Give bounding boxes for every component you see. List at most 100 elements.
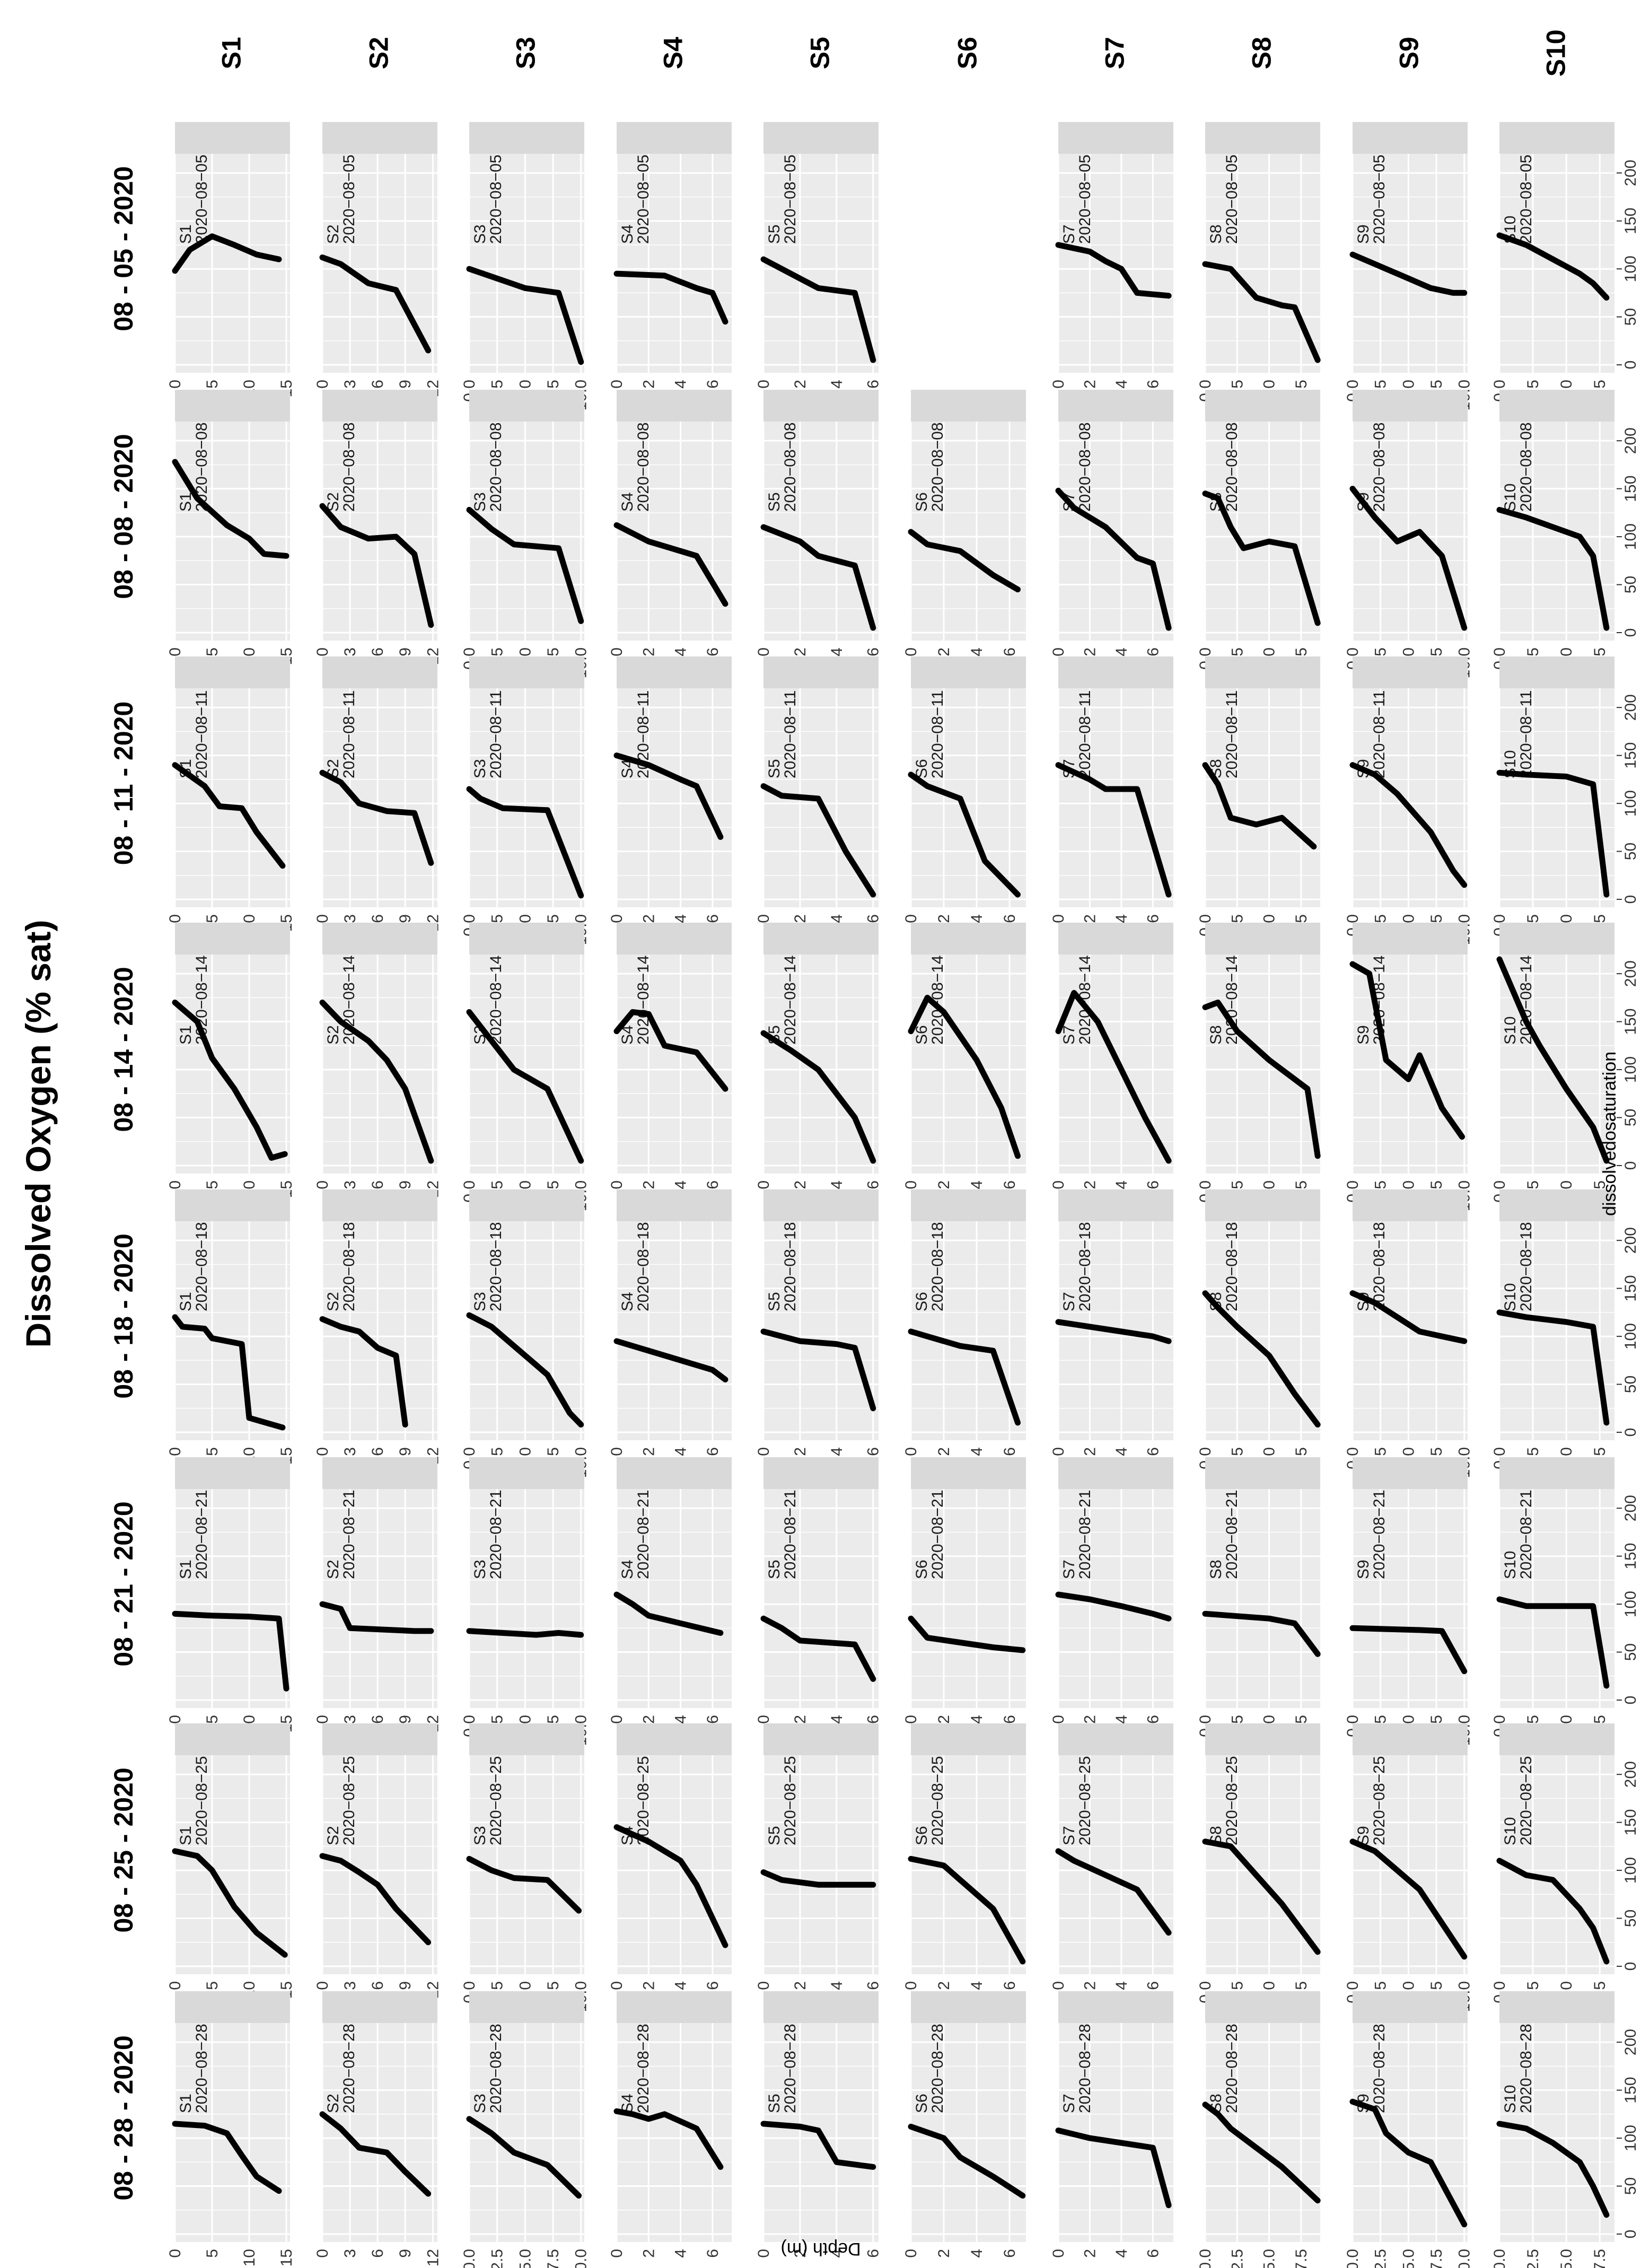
depth-tick-label: 0: [166, 2249, 184, 2258]
panel-strip: [1058, 1723, 1173, 1755]
profile-line-s3-2020-08-21: [466, 1628, 584, 1638]
depth-tick-label: 0.0: [1491, 2249, 1508, 2268]
profile-line-s6-2020-08-08: [908, 529, 1021, 593]
depth-tick-label: 6: [1144, 1715, 1162, 1724]
strip-station-label: S5: [766, 1560, 783, 1579]
depth-tick-label: 0: [1050, 1447, 1067, 1456]
depth-tick-label: 7.5: [1591, 2249, 1609, 2268]
strip-date-label: 2020−08−05: [193, 154, 210, 244]
panel-strip: [617, 1723, 732, 1755]
depth-tick-label: 5.0: [1400, 2249, 1417, 2268]
profile-line-s3-2020-08-11: [466, 786, 584, 899]
panel-background: [911, 1221, 1026, 1440]
depth-tick-label: 4: [828, 1180, 846, 1189]
profile-line-s4-2020-08-18: [613, 1338, 729, 1382]
panel-background: [1353, 422, 1468, 641]
depth-tick-label: 4: [1113, 647, 1130, 656]
strip-station-label: S7: [1060, 1025, 1078, 1045]
depth-tick-label: 4: [968, 2249, 986, 2258]
strip-station-label: S7: [1060, 2094, 1078, 2113]
depth-tick-label: 0: [608, 1447, 626, 1456]
depth-tick-label: 6: [704, 1981, 722, 1990]
depth-tick-label: 0: [314, 380, 331, 389]
strip-date-label: 2020−08−21: [1223, 1490, 1241, 1579]
strip-date-label: 2020−08−11: [1076, 690, 1094, 778]
depth-tick-label: 2: [1081, 1180, 1099, 1189]
depth-tick-label: 2: [640, 1715, 657, 1724]
depth-tick-label: 0: [314, 2249, 331, 2258]
panel-strip: [175, 656, 290, 688]
depth-tick-label: 2: [640, 1981, 657, 1990]
strip-station-label: S10: [1502, 1017, 1519, 1045]
depth-tick-label: 5: [204, 914, 221, 923]
depth-tick-label: 0: [755, 1981, 773, 1990]
depth-tick-label: 6: [704, 1180, 722, 1189]
depth-tick-label: 0: [755, 914, 773, 923]
panel-background: [617, 688, 732, 907]
depth-tick-label: 6: [865, 1981, 882, 1990]
x-tick-label: 150: [1622, 1809, 1639, 1836]
depth-tick-label: 0: [755, 380, 773, 389]
panel-strip: [1205, 122, 1320, 154]
depth-tick-label: 6: [369, 1447, 387, 1456]
depth-tick-label: 7.5: [1428, 2249, 1445, 2268]
profile-line-s4-2020-08-08: [613, 522, 729, 607]
strip-station-label: S1: [177, 492, 195, 512]
strip-station-label: S5: [766, 2094, 783, 2113]
depth-tick-label: 2: [792, 1981, 809, 1990]
panel-strip: [911, 1457, 1026, 1489]
profile-line-s6-2020-08-25: [908, 1855, 1026, 1965]
profile-line-s10-2020-08-28: [1496, 2121, 1610, 2218]
strip-date-label: 2020−08−25: [782, 1756, 799, 1845]
x-tick-label: 0: [1622, 1696, 1639, 1705]
panel-background: [469, 422, 584, 641]
profile-line-s6-2020-08-14: [908, 994, 1021, 1159]
depth-tick-label: 0: [902, 1180, 920, 1189]
depth-tick-label: 5: [204, 1981, 221, 1990]
depth-tick-label: 5: [204, 1715, 221, 1724]
depth-tick-label: 0: [1050, 2249, 1067, 2258]
depth-tick-label: 6: [369, 647, 387, 656]
profile-line-s9-2020-08-05: [1349, 251, 1468, 296]
panel-background: [1353, 1755, 1468, 1974]
x-tick-label: 50: [1622, 2177, 1639, 2195]
depth-tick-label: 2: [1081, 2249, 1099, 2258]
profile-line-s5-2020-08-14: [760, 1030, 876, 1164]
strip-date-label: 2020−08−25: [929, 1756, 946, 1845]
panel-strip: [1205, 1723, 1320, 1755]
profile-line-s2-2020-08-08: [319, 503, 434, 628]
depth-tick-label: 0: [314, 1715, 331, 1724]
x-tick-label: 150: [1622, 1543, 1639, 1570]
profile-line-s7-2020-08-25: [1055, 1848, 1172, 1936]
depth-tick-label: 2: [935, 914, 953, 923]
x-tick-label: 100: [1622, 1857, 1639, 1884]
strip-station-label: S8: [1207, 1025, 1225, 1045]
panel-background: [1205, 154, 1320, 373]
strip-station-label: S10: [1502, 484, 1519, 512]
depth-tick-label: 3: [341, 1180, 359, 1189]
depth-tick-label: 4: [672, 914, 690, 923]
strip-station-label: S1: [177, 1560, 195, 1579]
panel-background: [1205, 955, 1320, 1174]
profile-line-s1-2020-08-08: [172, 459, 289, 559]
profile-line-s2-2020-08-11: [319, 769, 434, 866]
depth-tick-label: 7.5: [1293, 2249, 1310, 2268]
depth-tick-label: 4: [828, 2249, 846, 2258]
strip-station-label: S6: [913, 2094, 931, 2113]
x-tick-label: 50: [1622, 843, 1639, 860]
strip-date-label: 2020−08−18: [340, 1222, 358, 1311]
panel-background: [764, 422, 879, 641]
